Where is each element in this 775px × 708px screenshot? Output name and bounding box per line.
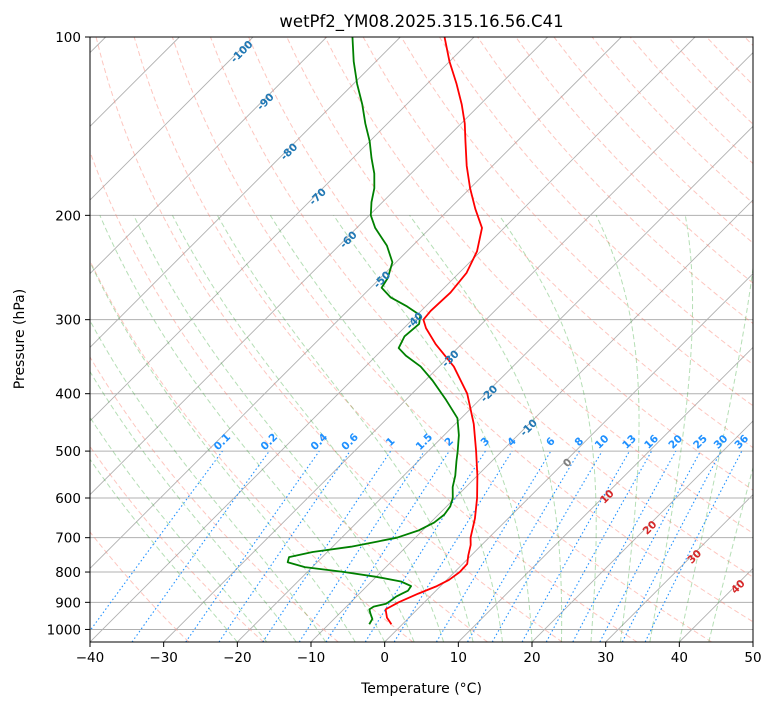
dry-adiabat-line: [400, 37, 753, 407]
isotherm-line: [310, 199, 753, 642]
x-axis-label: Temperature (°C): [360, 681, 482, 697]
y-tick-label: 300: [55, 313, 81, 329]
y-tick-label: 800: [55, 565, 81, 581]
moist-adiabat-line: [678, 264, 753, 642]
dry-adiabat-line: [171, 37, 712, 642]
isotherm-line: [90, 37, 622, 569]
y-tick-label: 100: [55, 30, 81, 46]
mixing-ratio-line: [218, 450, 351, 642]
mixing-ratio-line: [185, 450, 320, 642]
isotherm-line: [237, 125, 753, 642]
isotherm-line: [90, 37, 475, 422]
moist-adiabat-line: [90, 458, 238, 642]
x-tick-label: 0: [380, 650, 389, 666]
x-tick-label: −40: [76, 650, 105, 666]
isotherm-line: [90, 37, 548, 496]
dewpoint-line: [286, 37, 460, 625]
mixing-ratio-line: [262, 450, 392, 642]
isotherm-line: [163, 52, 753, 642]
y-tick-label: 400: [55, 387, 81, 403]
isotherm-line: [605, 494, 753, 642]
dry-adiabat-line: [210, 37, 753, 623]
dry-adiabat-line: [439, 37, 753, 366]
dry-adiabat-line: [248, 37, 753, 578]
moist-adiabat-line: [90, 260, 356, 642]
mixing-ratio-line: [393, 450, 513, 642]
moist-adiabat-line: [90, 370, 297, 642]
temperature-line: [384, 37, 483, 625]
dry-adiabat-line: [90, 150, 488, 642]
isotherm-line: [90, 37, 696, 642]
isotherm-line: [90, 37, 401, 348]
moist-adiabat-line: [409, 215, 563, 642]
axes: −40 −30 −20 −10 0 10 20 30 40 50 1000 900 800 700 600 5…: [47, 30, 762, 666]
y-tick-label: 500: [55, 444, 81, 460]
dry-adiabat-line: [95, 37, 563, 642]
background-lines: [90, 37, 753, 642]
mixing-ratio-line: [572, 450, 677, 642]
moist-adiabat-line: [133, 215, 415, 642]
chart-title: wetPf2_YM08.2025.315.16.56.C41: [279, 12, 563, 32]
dry-adiabat-line: [90, 445, 264, 642]
x-tick-label: 20: [523, 650, 540, 666]
isotherm-line: [90, 37, 254, 201]
moist-adiabat-line: [595, 215, 640, 642]
dry-adiabat-line: [90, 531, 190, 642]
profile-lines: [286, 37, 483, 625]
isotherm-line: [458, 346, 753, 642]
moist-adiabat-line: [90, 319, 327, 642]
dry-adiabat-line: [90, 259, 414, 642]
x-tick-label: −10: [297, 650, 326, 666]
x-tick-label: 50: [744, 650, 761, 666]
mixing-ratio-line: [521, 450, 630, 642]
plot-background: [90, 37, 753, 642]
moist-adiabat-line: [708, 465, 753, 642]
x-tick-label: −20: [223, 650, 252, 666]
mixing-ratio-line: [131, 450, 270, 642]
dry-adiabat-line: [133, 37, 638, 642]
dry-adiabat-line: [90, 356, 339, 642]
moist-adiabat-line: [498, 215, 597, 642]
x-tick-label: 40: [671, 650, 688, 666]
plot-frame: [89, 36, 754, 643]
x-tick-label: 10: [450, 650, 467, 666]
y-tick-label: 1000: [47, 622, 81, 638]
mixing-ratio-line: [298, 450, 425, 642]
y-tick-label: 200: [55, 208, 81, 224]
moist-adiabat-line: [172, 215, 445, 642]
moist-adiabat-line: [90, 416, 268, 642]
isotherm-line: [531, 420, 753, 642]
y-axis-label: Pressure (hPa): [12, 289, 28, 389]
mixing-ratio-line: [325, 450, 450, 642]
isotherm-line: [384, 273, 753, 642]
y-tick-label: 600: [55, 491, 81, 507]
dry-adiabat-line: [515, 37, 753, 284]
moist-adiabat-line: [99, 215, 386, 642]
mixing-ratio-line: [90, 450, 223, 632]
mixing-ratio-line: [644, 450, 743, 642]
moist-adiabat-line: [269, 215, 504, 642]
dry-adiabat-line: [324, 37, 753, 491]
isotherm-line: [90, 37, 327, 275]
x-tick-label: 30: [597, 650, 614, 666]
moist-adiabat-line: [649, 215, 694, 642]
y-tick-label: 900: [55, 595, 81, 611]
y-tick-label: 700: [55, 531, 81, 547]
mixing-ratio-line: [545, 450, 653, 642]
x-tick-label: −30: [149, 650, 178, 666]
